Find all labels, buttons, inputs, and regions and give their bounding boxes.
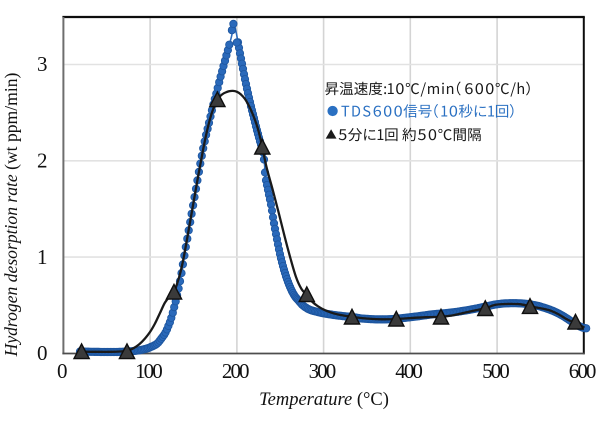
svg-text:300: 300 — [309, 359, 337, 383]
svg-text:Temperature (°C): Temperature (°C) — [259, 390, 389, 410]
svg-text:200: 200 — [222, 359, 250, 383]
svg-text:100: 100 — [135, 359, 163, 383]
svg-text:500: 500 — [482, 359, 510, 383]
svg-text:2: 2 — [37, 148, 48, 172]
svg-text:Hydrogen desorption rate (wt p: Hydrogen desorption rate (wt ppm/min) — [1, 72, 21, 357]
svg-text:0: 0 — [37, 341, 48, 365]
svg-text:400: 400 — [395, 359, 423, 383]
svg-text:1: 1 — [37, 245, 48, 269]
svg-text:3: 3 — [37, 52, 48, 76]
svg-text:600: 600 — [569, 359, 597, 383]
svg-text:0: 0 — [57, 359, 68, 383]
